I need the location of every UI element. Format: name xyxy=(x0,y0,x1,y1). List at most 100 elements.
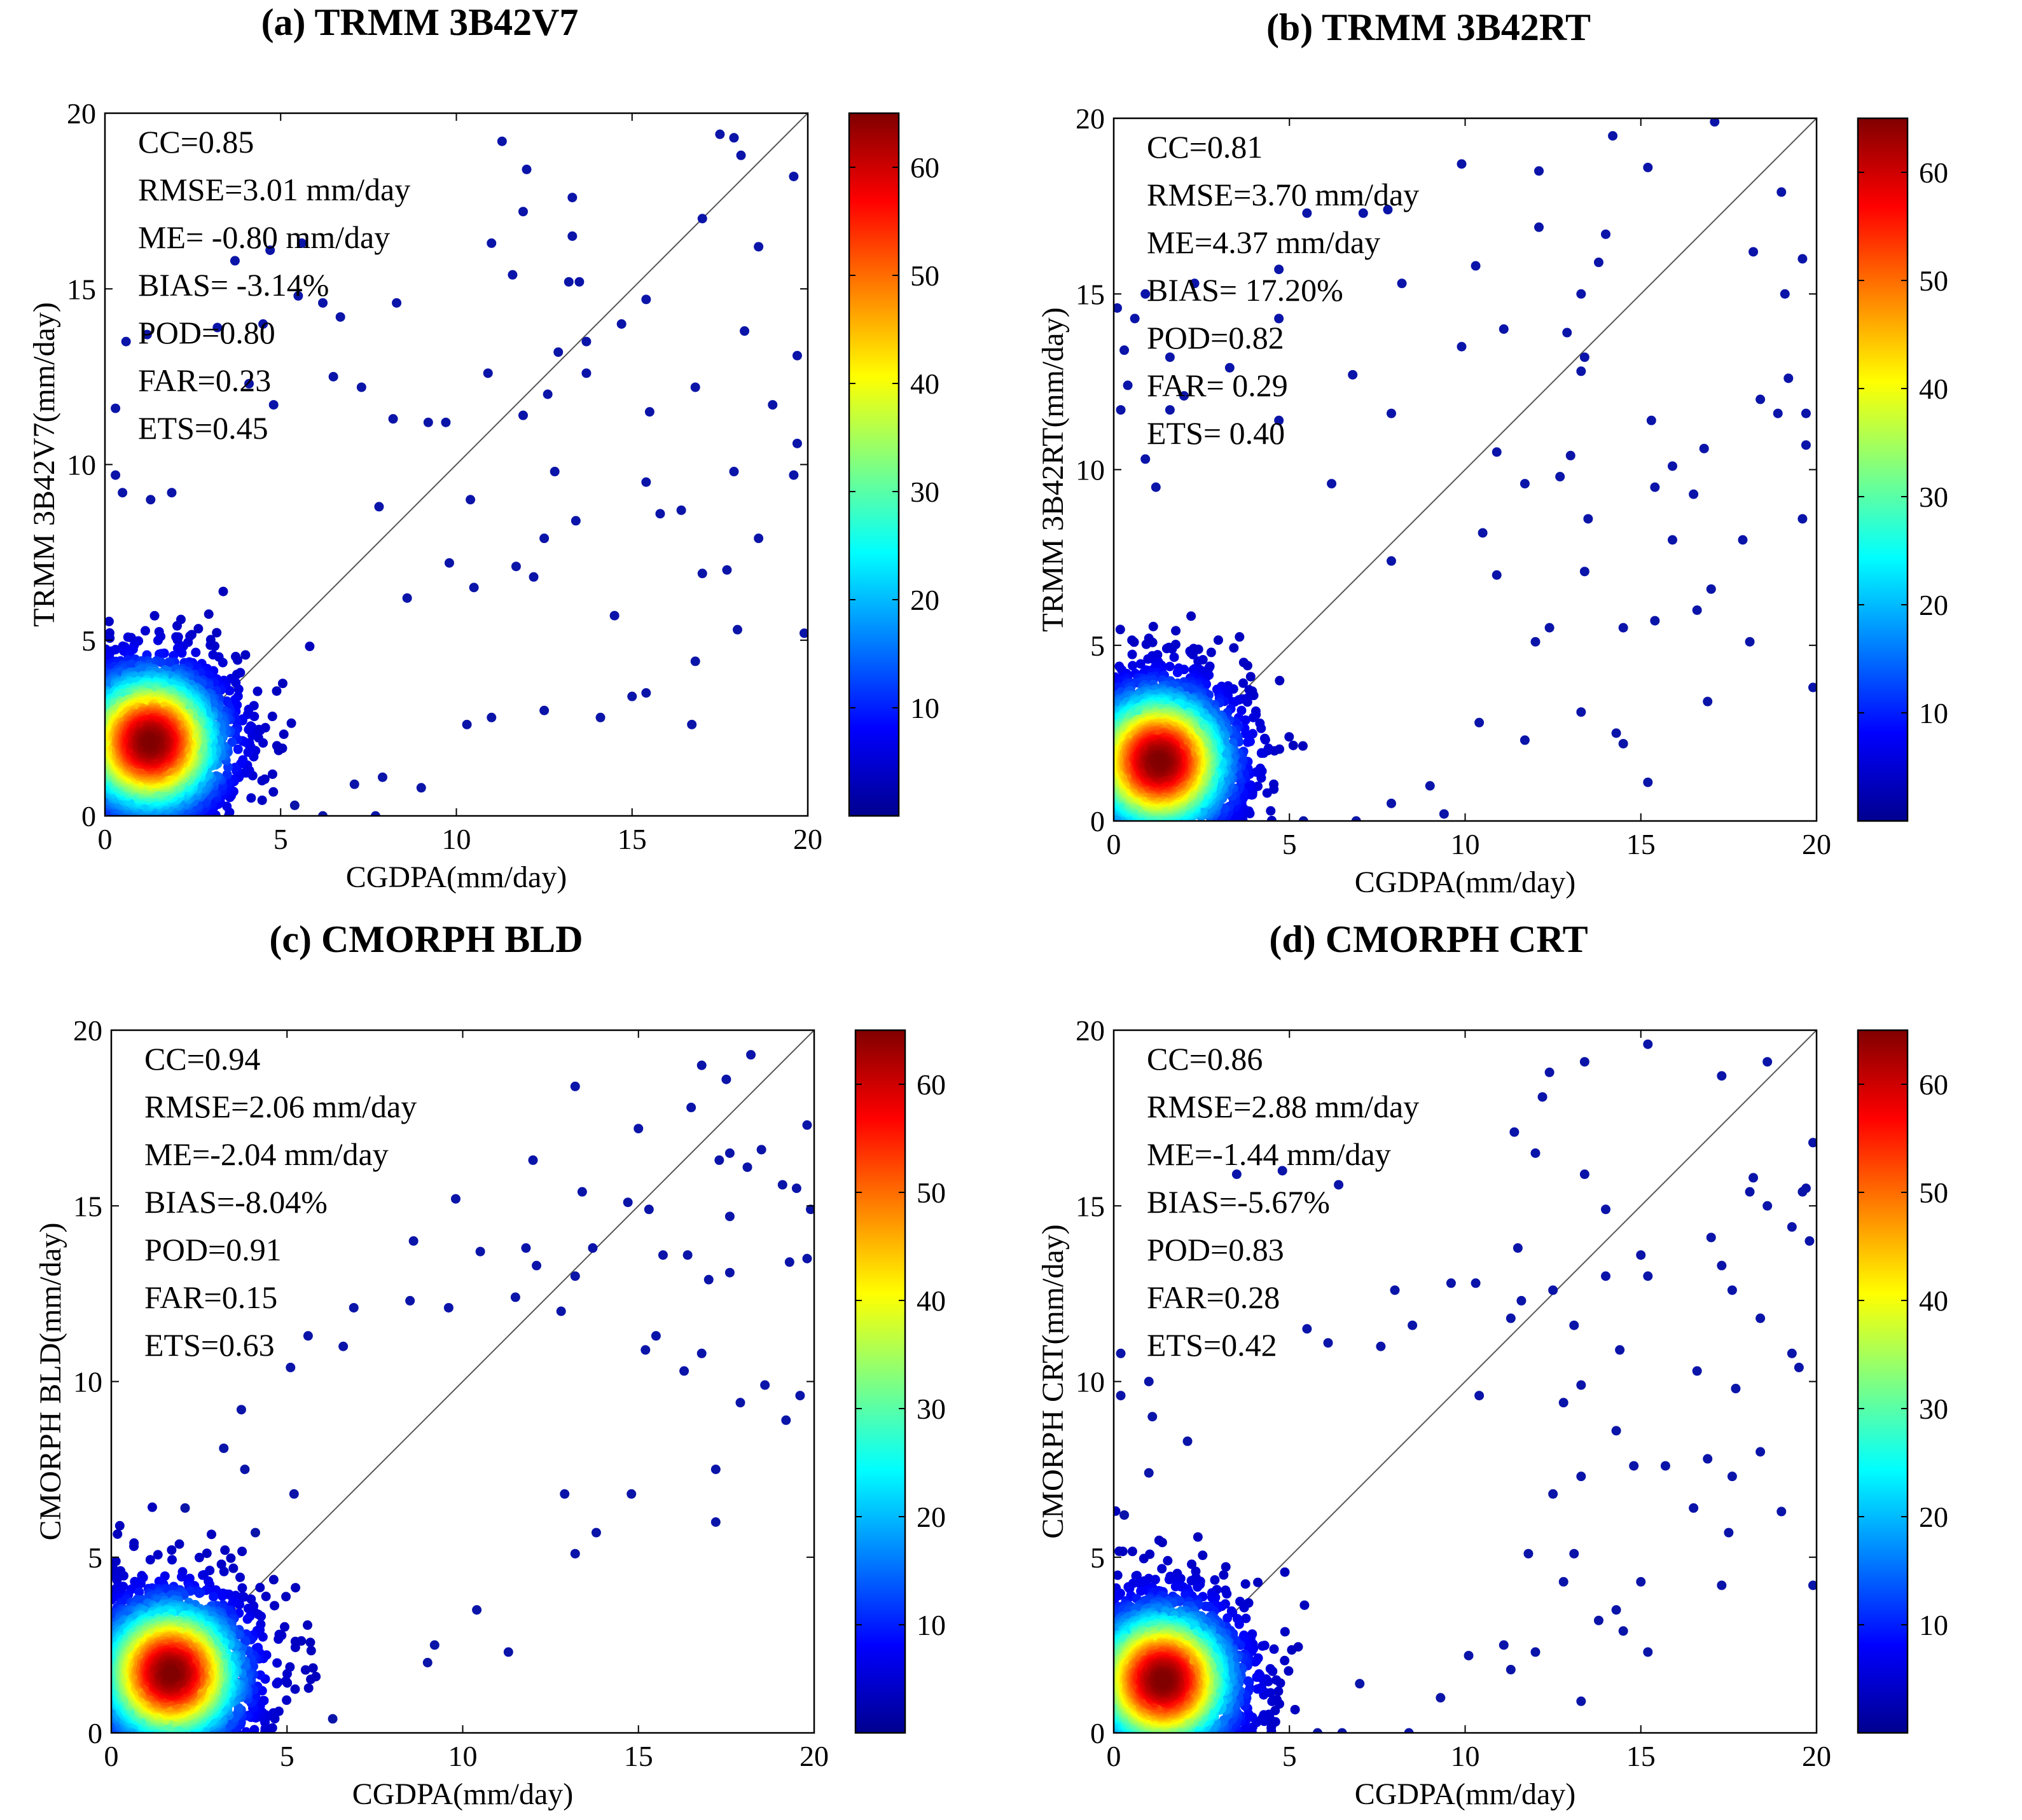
data-point xyxy=(1386,408,1396,418)
data-point xyxy=(1579,352,1589,362)
data-point xyxy=(574,277,585,287)
data-point xyxy=(697,214,707,224)
data-point xyxy=(1499,324,1509,334)
y-tick-label: 15 xyxy=(67,273,96,305)
density-point xyxy=(1245,672,1256,682)
data-point xyxy=(690,382,700,392)
data-point xyxy=(581,368,592,378)
data-point xyxy=(581,336,592,347)
density-point xyxy=(246,793,256,803)
data-point xyxy=(118,488,128,498)
density-point xyxy=(1135,659,1146,669)
density-point xyxy=(233,744,243,754)
density-point xyxy=(1127,649,1137,659)
colorbar-tick-label: 30 xyxy=(910,476,939,508)
density-point xyxy=(227,737,237,747)
data-point xyxy=(1116,405,1126,415)
data-point xyxy=(497,136,507,146)
data-point xyxy=(244,378,254,389)
density-point xyxy=(272,741,282,751)
data-point xyxy=(1130,314,1140,324)
data-point xyxy=(1808,682,1817,693)
data-point xyxy=(508,270,518,280)
density-point xyxy=(153,635,163,645)
data-point xyxy=(595,712,606,722)
density-point xyxy=(1193,656,1203,666)
data-point xyxy=(518,410,528,420)
data-point xyxy=(1576,289,1586,299)
density-point xyxy=(1256,723,1266,733)
data-point xyxy=(328,371,338,382)
density-point xyxy=(1161,644,1172,654)
density-point xyxy=(1243,737,1253,747)
data-point xyxy=(722,565,732,575)
data-point xyxy=(377,772,387,782)
density-point xyxy=(218,586,228,596)
density-point xyxy=(253,686,263,696)
data-point xyxy=(296,238,307,248)
data-point xyxy=(754,534,764,544)
density-point xyxy=(267,712,277,722)
density-point xyxy=(1129,637,1139,647)
density-point xyxy=(1141,639,1151,649)
chart-title: (b) TRMM 3B42RT xyxy=(1266,6,1591,48)
density-point xyxy=(177,648,187,658)
density-point xyxy=(230,762,240,773)
data-point xyxy=(799,628,808,638)
density-point xyxy=(1275,675,1285,686)
data-point xyxy=(1618,623,1628,633)
density-point xyxy=(1244,781,1254,791)
data-point xyxy=(441,417,451,427)
data-point xyxy=(1776,187,1787,197)
density-point xyxy=(212,628,222,638)
data-point xyxy=(754,242,764,252)
x-tick-label: 5 xyxy=(274,823,288,855)
data-point xyxy=(1457,159,1467,169)
data-point xyxy=(1801,440,1811,450)
data-point xyxy=(142,329,152,340)
data-point xyxy=(1179,390,1189,401)
data-point xyxy=(567,231,578,241)
chart-title: (a) TRMM 3B42V7 xyxy=(261,1,579,43)
data-point xyxy=(1650,616,1660,626)
stat-label: POD=0.80 xyxy=(138,315,275,350)
data-point xyxy=(789,171,799,181)
data-point xyxy=(1520,479,1530,489)
density-point xyxy=(1262,788,1272,798)
density-point xyxy=(105,633,115,643)
data-point xyxy=(487,238,497,248)
data-point xyxy=(1593,258,1603,268)
data-point xyxy=(690,656,700,666)
data-point xyxy=(1274,314,1284,324)
data-point xyxy=(1643,777,1653,787)
density-point xyxy=(277,679,287,689)
data-point xyxy=(388,414,398,424)
data-point xyxy=(1327,479,1337,489)
density-point xyxy=(156,657,166,667)
data-point xyxy=(1797,514,1808,524)
data-point xyxy=(1703,696,1713,707)
data-point xyxy=(1189,279,1200,289)
density-point xyxy=(1186,611,1196,621)
data-point xyxy=(1140,454,1151,464)
density-point xyxy=(272,686,282,696)
data-point xyxy=(318,298,328,308)
data-point xyxy=(1397,279,1407,289)
density-point xyxy=(257,776,267,786)
colorbar-tick-label: 60 xyxy=(910,151,939,184)
data-point xyxy=(1692,605,1702,615)
data-point xyxy=(1689,489,1699,499)
data-point xyxy=(1565,450,1575,460)
density-point xyxy=(1169,652,1179,662)
data-point xyxy=(1755,394,1766,404)
density-point xyxy=(208,650,218,660)
data-point xyxy=(539,534,550,544)
y-tick-label: 20 xyxy=(67,97,96,130)
data-point xyxy=(768,400,778,410)
density-point xyxy=(279,729,289,740)
density-point xyxy=(105,616,114,626)
density-point xyxy=(1148,621,1158,631)
colorbar-tick-label: 40 xyxy=(910,368,939,400)
density-point xyxy=(1236,705,1247,715)
data-point xyxy=(370,811,380,816)
